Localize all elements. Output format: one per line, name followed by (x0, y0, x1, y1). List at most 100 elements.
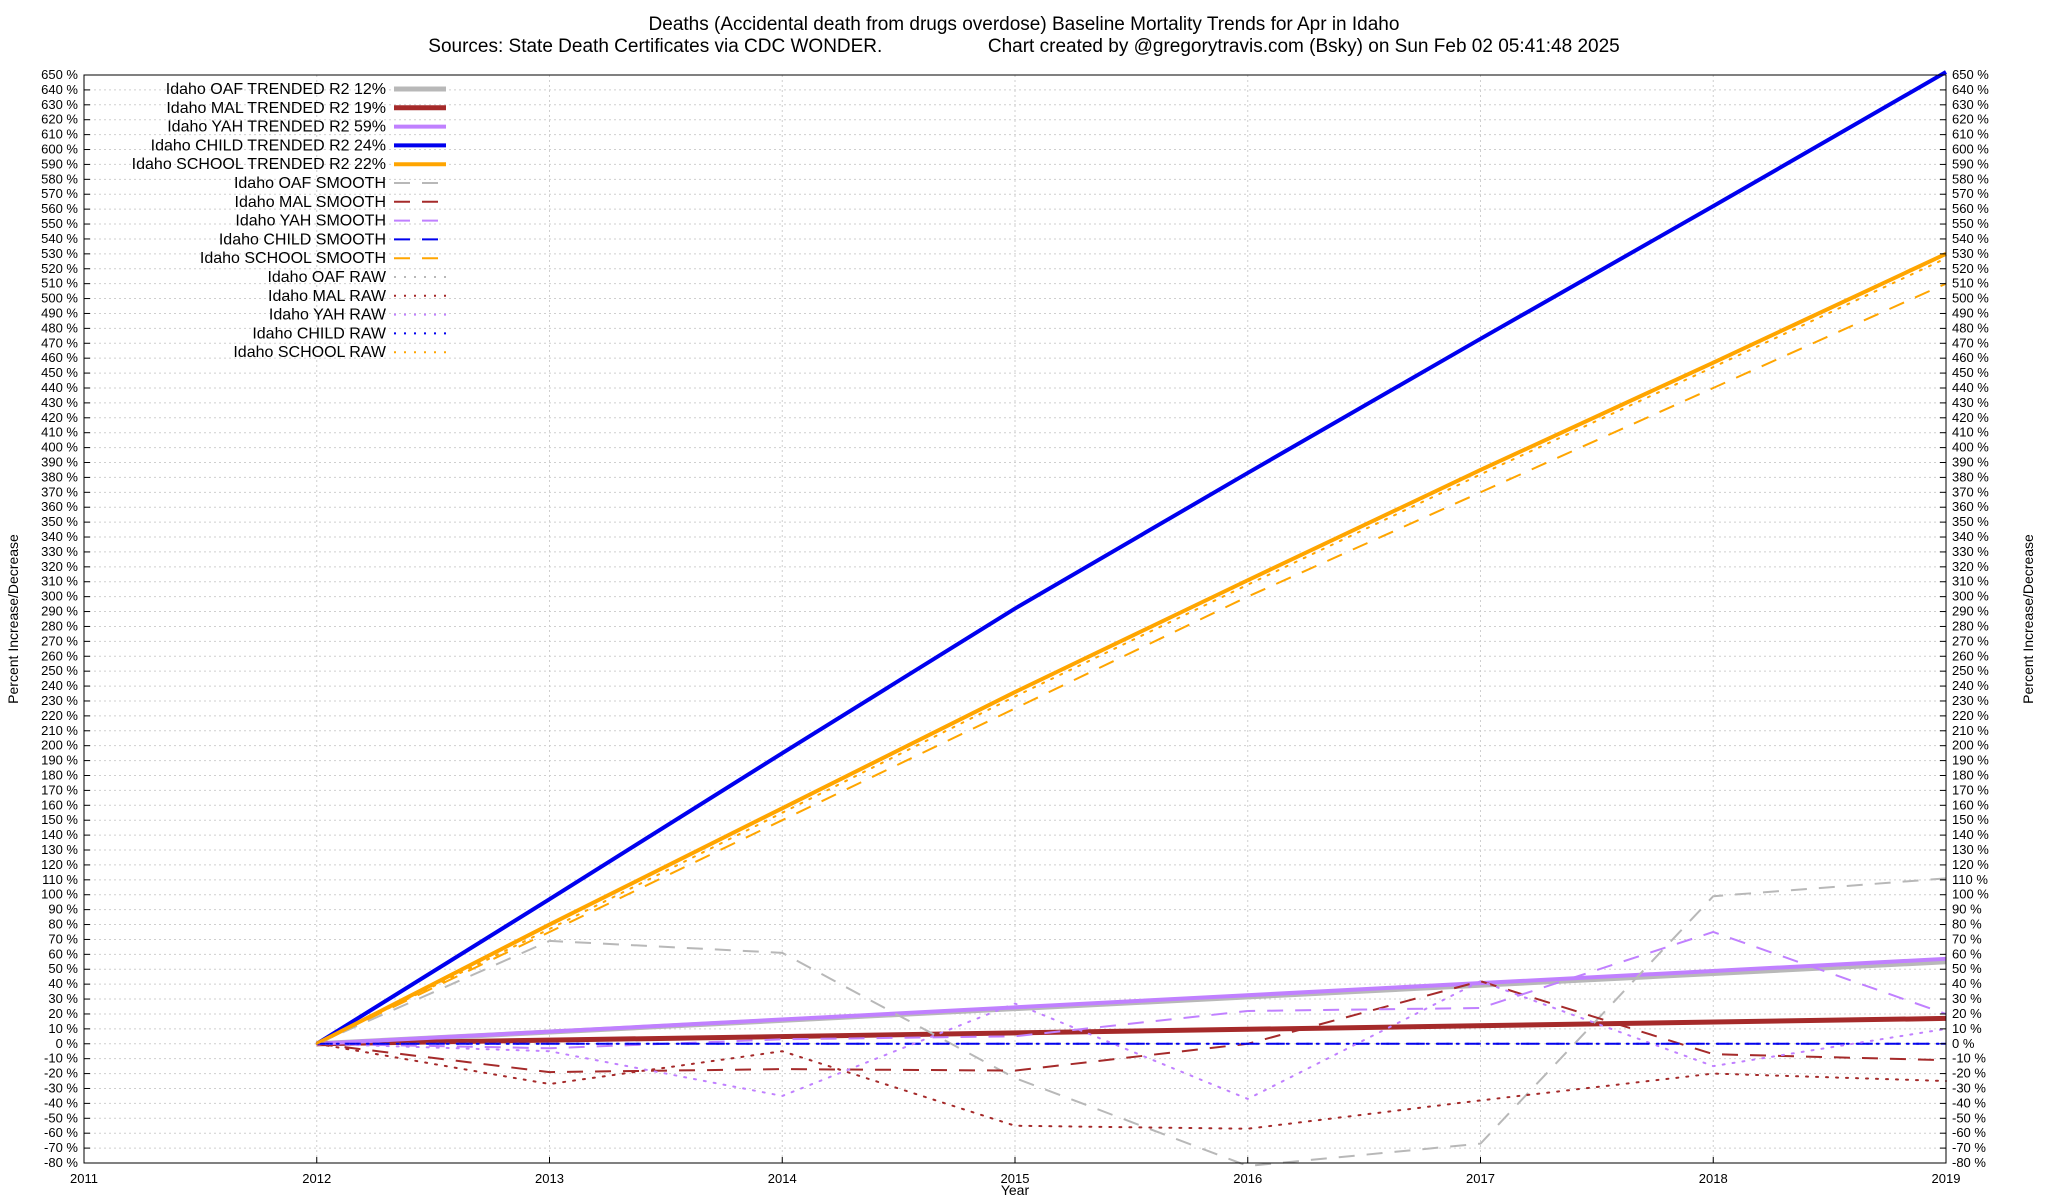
y-axis-label-right: Percent Increase/Decrease (2020, 534, 2036, 704)
y-tick-label-right: 590 % (1952, 156, 1989, 171)
y-tick-label-left: 460 % (41, 350, 78, 365)
y-tick-label-left: 30 % (48, 991, 78, 1006)
y-tick-label-left: 440 % (41, 380, 78, 395)
y-tick-label-left: 550 % (41, 216, 78, 231)
y-tick-label-right: 330 % (1952, 544, 1989, 559)
series-line-7 (316, 930, 1947, 1050)
y-tick-label-left: 470 % (41, 335, 78, 350)
y-tick-label-right: 230 % (1952, 693, 1989, 708)
y-tick-label-right: 60 % (1952, 946, 1982, 961)
y-tick-label-left: 350 % (41, 514, 78, 529)
y-tick-label-left: 250 % (41, 663, 78, 678)
y-tick-label-left: -40 % (44, 1095, 78, 1110)
legend-label-3: Idaho CHILD TRENDED R2 24% (151, 137, 386, 154)
y-tick-label-right: 430 % (1952, 395, 1989, 410)
y-tick-label-left: 370 % (41, 484, 78, 499)
y-tick-label-right: -20 % (1952, 1066, 1986, 1081)
legend-label-13: Idaho CHILD RAW (252, 325, 387, 342)
series-lines (315, 70, 1947, 1167)
y-tick-label-left: 590 % (41, 156, 78, 171)
y-tick-label-left: -80 % (44, 1155, 78, 1170)
y-tick-label-left: 310 % (41, 574, 78, 589)
y-tick-label-right: 370 % (1952, 484, 1989, 499)
x-tick-label: 2014 (768, 1171, 797, 1186)
y-tick-label-left: 10 % (48, 1021, 78, 1036)
y-tick-label-right: 340 % (1952, 529, 1989, 544)
x-tick-label: 2012 (302, 1171, 331, 1186)
y-tick-label-right: 10 % (1952, 1021, 1982, 1036)
y-tick-label-right: 240 % (1952, 678, 1989, 693)
y-tick-label-right: 290 % (1952, 604, 1989, 619)
series-line-11 (315, 1042, 1947, 1130)
y-tick-label-right: 270 % (1952, 633, 1989, 648)
y-tick-label-right: 610 % (1952, 127, 1989, 142)
y-tick-label-right: 640 % (1952, 82, 1989, 97)
x-tick-label: 2018 (1699, 1171, 1728, 1186)
y-tick-label-left: 290 % (41, 604, 78, 619)
y-tick-label-right: -80 % (1952, 1155, 1986, 1170)
y-tick-label-right: 630 % (1952, 97, 1989, 112)
y-tick-label-right: 110 % (1952, 872, 1988, 887)
y-tick-label-left: -50 % (44, 1110, 78, 1125)
y-tick-label-left: 410 % (41, 425, 78, 440)
x-tick-label: 2019 (1932, 1171, 1961, 1186)
y-tick-label-left: 20 % (48, 1006, 78, 1021)
y-tick-label-left: 200 % (41, 738, 78, 753)
y-tick-label-left: 300 % (41, 589, 78, 604)
y-tick-label-left: 40 % (48, 976, 78, 991)
y-tick-label-left: 130 % (41, 842, 78, 857)
legend-label-11: Idaho MAL RAW (268, 288, 387, 305)
y-tick-label-left: 380 % (41, 469, 78, 484)
y-tick-label-right: 530 % (1952, 246, 1989, 261)
legend-label-7: Idaho YAH SMOOTH (235, 213, 386, 230)
y-tick-label-right: 620 % (1952, 112, 1989, 127)
y-tick-label-right: 130 % (1952, 842, 1989, 857)
y-tick-label-right: 170 % (1952, 782, 1989, 797)
y-tick-label-left: 70 % (48, 931, 78, 946)
y-tick-label-left: 90 % (48, 902, 78, 917)
y-tick-label-left: -70 % (44, 1140, 78, 1155)
y-tick-label-right: -10 % (1952, 1051, 1986, 1066)
y-tick-label-right: 600 % (1952, 142, 1989, 157)
y-tick-label-left: 190 % (41, 753, 78, 768)
y-tick-label-left: 100 % (41, 887, 78, 902)
y-tick-label-left: 600 % (41, 142, 78, 157)
y-tick-label-left: 0 % (56, 1036, 79, 1051)
y-tick-label-right: 260 % (1952, 648, 1989, 663)
y-tick-label-left: 450 % (41, 365, 78, 380)
y-tick-label-left: 50 % (48, 961, 78, 976)
y-tick-label-left: 610 % (41, 127, 78, 142)
legend-label-0: Idaho OAF TRENDED R2 12% (166, 81, 386, 98)
legend: Idaho OAF TRENDED R2 12% Idaho MAL TRENDE… (132, 81, 446, 361)
y-tick-label-left: 120 % (41, 857, 78, 872)
y-tick-label-left: 280 % (41, 618, 78, 633)
y-tick-label-left: 430 % (41, 395, 78, 410)
y-tick-label-right: 190 % (1952, 753, 1989, 768)
legend-label-9: Idaho SCHOOL SMOOTH (200, 250, 386, 267)
y-tick-label-right: 280 % (1952, 618, 1989, 633)
y-tick-label-right: 120 % (1952, 857, 1989, 872)
y-tick-label-right: -70 % (1952, 1140, 1986, 1155)
y-tick-label-right: 20 % (1952, 1006, 1982, 1021)
y-tick-label-right: 650 % (1952, 67, 1989, 82)
axis-ticks: -80 % -80 %-70 % -70 %-60 % -60 %-50 % -50 %… (41, 67, 1989, 1186)
chart-subtitle-sources: Sources: State Death Certificates via CD… (428, 36, 883, 57)
y-tick-label-left: 490 % (41, 305, 78, 320)
x-tick-label: 2017 (1466, 1171, 1495, 1186)
legend-label-10: Idaho OAF RAW (267, 269, 386, 286)
x-tick-label: 2011 (70, 1171, 98, 1186)
y-tick-label-right: 310 % (1952, 574, 1989, 589)
y-tick-label-left: 570 % (41, 186, 78, 201)
series-line-6 (316, 980, 1947, 1074)
y-tick-label-left: 540 % (41, 231, 78, 246)
y-tick-label-left: 390 % (41, 455, 78, 470)
y-tick-label-right: 490 % (1952, 305, 1989, 320)
y-tick-label-left: 110 % (42, 872, 78, 887)
y-tick-label-left: 560 % (41, 201, 78, 216)
chart-title: Deaths (Accidental death from drugs over… (648, 14, 1400, 35)
legend-label-8: Idaho CHILD SMOOTH (219, 231, 386, 248)
y-tick-label-right: 450 % (1952, 365, 1989, 380)
y-tick-label-right: -40 % (1952, 1095, 1986, 1110)
y-tick-label-right: 470 % (1952, 335, 1989, 350)
series-line-4 (315, 252, 1947, 1046)
